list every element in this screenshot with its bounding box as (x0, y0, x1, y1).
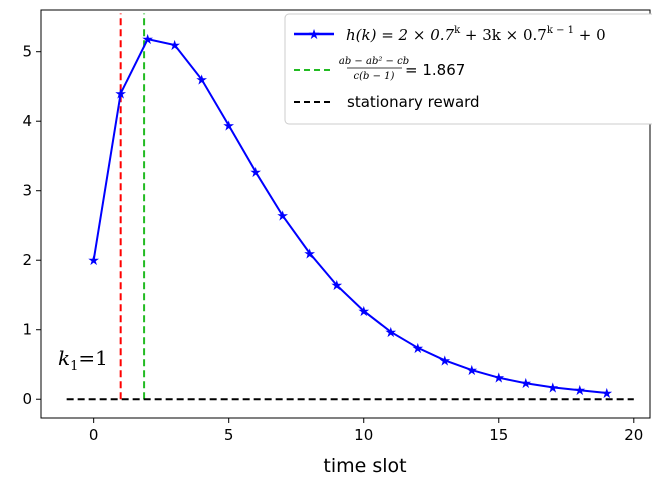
y-tick-label: 0 (22, 390, 32, 408)
x-tick-label: 20 (624, 426, 643, 444)
curve-point: ★ (222, 118, 235, 134)
y-tick-label: 3 (22, 182, 32, 200)
curve-point: ★ (249, 165, 262, 181)
curve-point: ★ (411, 341, 424, 357)
legend-frac-numerator: ab − ab² − cb (339, 56, 409, 67)
x-axis-title: time slot (323, 455, 406, 477)
curve-point: ★ (141, 32, 154, 48)
curve-point: ★ (574, 383, 587, 399)
x-tick-label: 10 (354, 426, 373, 444)
legend-swatch-star: ★ (308, 27, 321, 43)
legend-frac-denominator: c(b − 1) (354, 71, 395, 82)
y-tick-label: 1 (22, 321, 32, 339)
plot-frame (40, 9, 651, 419)
x-tick-label: 5 (224, 426, 234, 444)
annotation-k1: k1=1 (58, 346, 108, 374)
curve-point: ★ (87, 253, 100, 269)
curve-point: ★ (546, 380, 559, 396)
curve-point: ★ (330, 278, 343, 294)
curve-point: ★ (492, 371, 505, 387)
x-tick-label: 15 (489, 426, 508, 444)
plot-area: 0 5 10 15 20 0 1 2 3 4 5 ★ ★ ★ ★ ★ ★ ★ ★ ★ ★ ★ ★ ★ ★ ★ ★ ★ ★ ★ ★ (22, 9, 651, 444)
curve-point: ★ (357, 304, 370, 320)
curve-point: ★ (519, 376, 532, 392)
curve-point: ★ (114, 86, 127, 102)
legend-label-curve: h(k) = 2 × 0.7k + 3k × 0.7k − 1 + 0 (346, 25, 606, 44)
legend: ★ h(k) = 2 × 0.7k + 3k × 0.7k − 1 + 0 ab… (284, 13, 652, 125)
curve-point: ★ (601, 386, 614, 402)
curve-line (92, 38, 607, 394)
curve-point: ★ (465, 363, 478, 379)
legend-label-stationary: stationary reward (347, 93, 480, 111)
x-tick-label: 0 (89, 426, 99, 444)
curve-point: ★ (303, 246, 316, 262)
y-tick-label: 5 (22, 43, 32, 61)
curve-point: ★ (168, 38, 181, 54)
y-tick-label: 4 (22, 112, 32, 130)
legend-label-green-value: = 1.867 (405, 61, 465, 79)
curve-point: ★ (384, 325, 397, 341)
curve-point: ★ (195, 73, 208, 89)
curve-point: ★ (276, 209, 289, 225)
curve-point: ★ (438, 353, 451, 369)
legend-box (284, 13, 652, 125)
y-tick-label: 2 (22, 251, 32, 269)
